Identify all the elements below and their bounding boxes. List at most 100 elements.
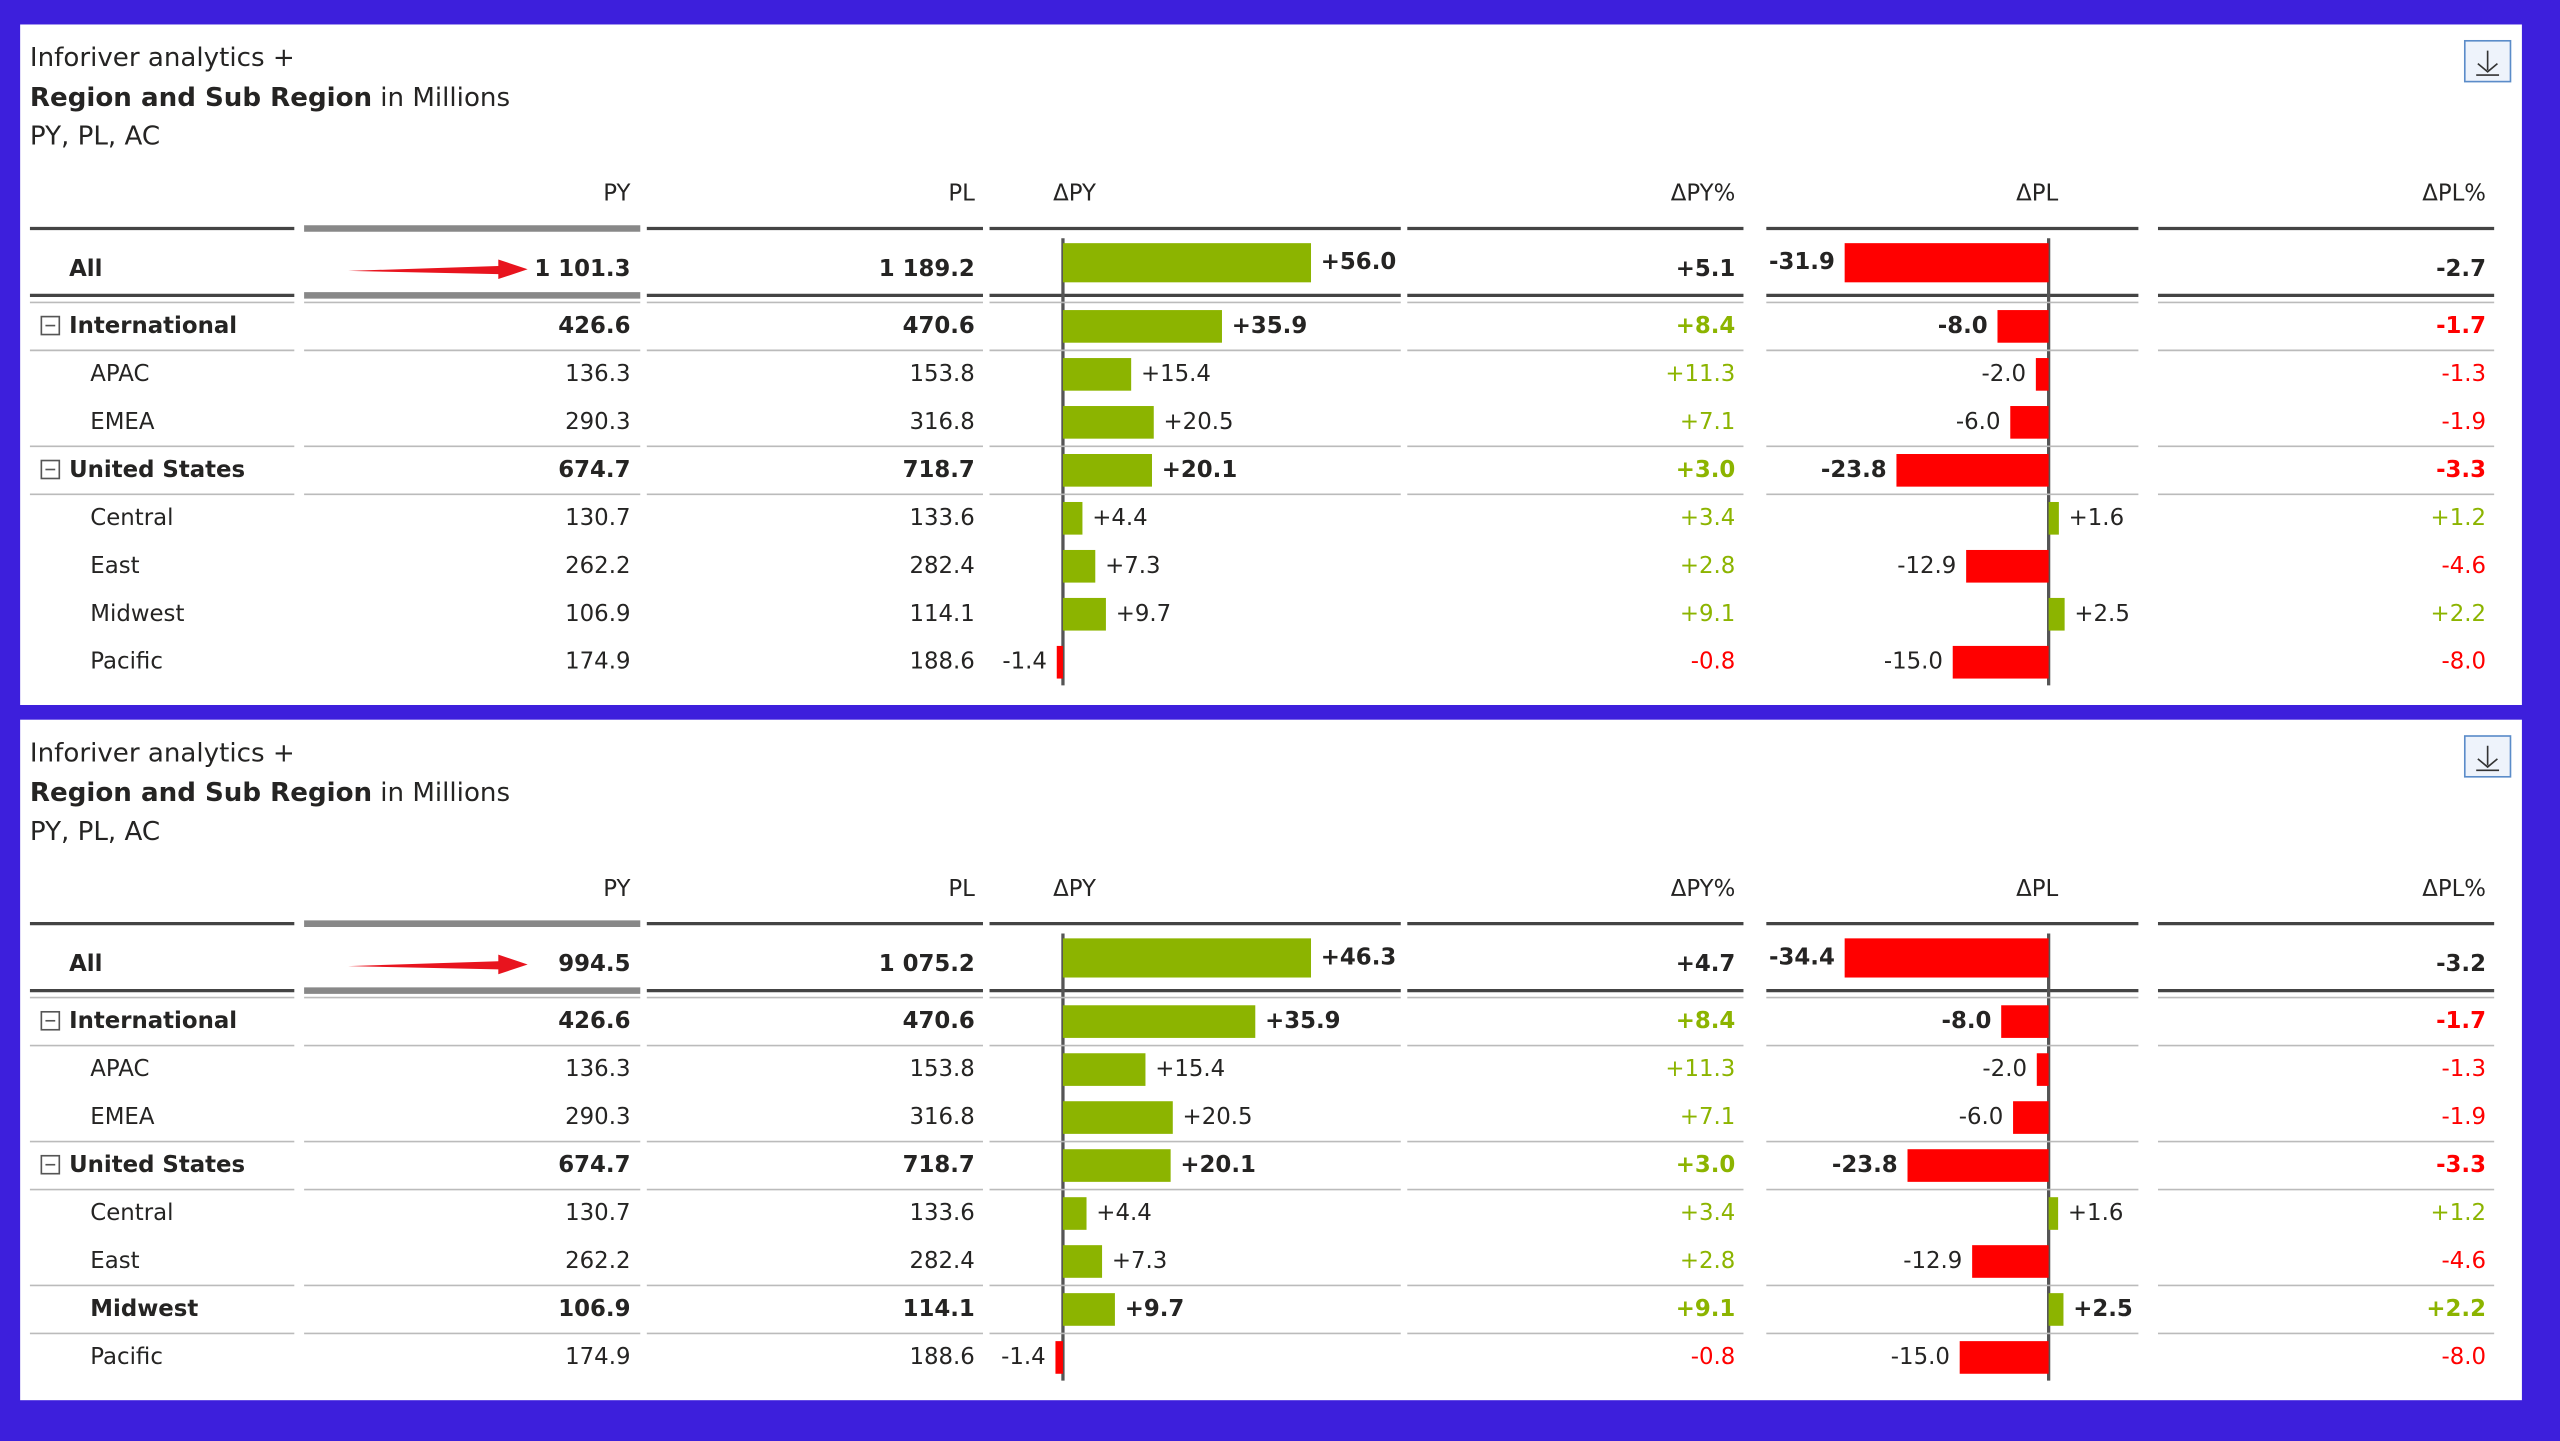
row-name: All: [69, 951, 102, 977]
collapse-icon[interactable]: [40, 315, 61, 336]
delta-pl-bar: [2010, 406, 2049, 439]
delta-pl-bar: [1997, 310, 2049, 343]
delta-pl-label: -15.0: [1891, 1344, 1950, 1370]
delta-py-label: +7.3: [1105, 553, 1160, 579]
delta-py-bar: [1062, 1293, 1115, 1326]
delta-py-bar: [1062, 1101, 1173, 1134]
title-rest: in Millions: [380, 778, 510, 808]
delta-pl-label: -34.4: [1769, 944, 1835, 970]
row-name: Central: [90, 505, 173, 531]
delta-py-bar: [1062, 1197, 1087, 1230]
delta-py-label: +35.9: [1232, 313, 1307, 339]
delta-pl-label: -2.0: [1982, 1056, 2027, 1082]
visual-panel: [20, 719, 2522, 1401]
delta-py-pct: +3.4: [1680, 1200, 1735, 1226]
pl-value: 153.8: [909, 361, 974, 387]
app-name: Inforiver analytics +: [30, 43, 295, 73]
delta-pl-bar: [2001, 1005, 2049, 1038]
delta-py-pct: +2.8: [1680, 553, 1735, 579]
delta-pl-pct: -4.6: [2441, 553, 2486, 579]
subtitle: PY, PL, AC: [30, 817, 160, 847]
delta-pl-bar: [2048, 1293, 2064, 1326]
delta-pl-bar: [2036, 1053, 2049, 1086]
delta-pl-label: -6.0: [1959, 1104, 2004, 1130]
delta-py-bar: [1062, 1005, 1256, 1038]
row-name: Pacific: [90, 649, 163, 675]
py-value: 262.2: [565, 1248, 630, 1274]
delta-py-label: +15.4: [1155, 1056, 1225, 1082]
delta-py-pct: +2.8: [1680, 1248, 1735, 1274]
delta-py-bar: [1062, 1245, 1103, 1278]
visual: Inforiver analytics + Region and Sub Regi…: [20, 719, 2522, 1401]
highlight-arrow: [348, 954, 528, 975]
collapse-icon[interactable]: [40, 459, 61, 480]
subtitle: PY, PL, AC: [30, 122, 160, 152]
delta-py-bar: [1062, 597, 1106, 631]
delta-pl-bar: [1844, 243, 2049, 283]
delta-py-pct: +3.4: [1680, 505, 1735, 531]
delta-pl-bar: [1952, 645, 2049, 679]
delta-py-bar: [1062, 1053, 1146, 1086]
delta-pl-bar: [2035, 358, 2049, 391]
delta-pl-bar: [2048, 501, 2059, 535]
delta-pl-label: -23.8: [1832, 1152, 1898, 1178]
delta-pl-bar: [1972, 1245, 2049, 1278]
delta-pl-label: -8.0: [1941, 1008, 1991, 1034]
pl-value: 316.8: [909, 1104, 974, 1130]
py-value: 262.2: [565, 553, 630, 579]
pl-value: 1 189.2: [879, 256, 975, 282]
delta-pl-bar: [1959, 1341, 2049, 1374]
column-header: ΔPL: [2016, 181, 2058, 207]
row-name: International: [69, 1008, 237, 1034]
delta-py-label: +15.4: [1141, 361, 1211, 387]
delta-py-label: +35.9: [1265, 1008, 1340, 1034]
pl-value: 718.7: [903, 1152, 975, 1178]
row-name: EMEA: [90, 409, 155, 435]
row-name: EMEA: [90, 1104, 155, 1130]
delta-py-pct: +3.0: [1676, 1152, 1736, 1178]
pl-value: 316.8: [909, 409, 974, 435]
collapse-icon[interactable]: [40, 1010, 61, 1031]
py-value: 674.7: [558, 1152, 630, 1178]
delta-pl-pct: +1.2: [2431, 505, 2486, 531]
pl-value: 470.6: [903, 1008, 975, 1034]
column-header: ΔPY%: [1671, 876, 1736, 902]
column-header: ΔPL: [2016, 876, 2058, 902]
delta-pl-label: -15.0: [1884, 649, 1943, 675]
collapse-icon[interactable]: [40, 1154, 61, 1175]
delta-pl-bar: [1844, 938, 2049, 978]
delta-pl-pct: -8.0: [2441, 649, 2486, 675]
toolbar-icon: [2476, 745, 2500, 772]
delta-py-pct: +7.1: [1680, 409, 1735, 435]
pl-value: 470.6: [903, 313, 975, 339]
delta-py-pct: +8.4: [1676, 1008, 1736, 1034]
delta-py-bar: [1062, 938, 1312, 978]
delta-pl-label: +2.5: [2074, 601, 2129, 627]
py-value: 136.3: [565, 1056, 630, 1082]
app-name: Inforiver analytics +: [30, 738, 295, 768]
py-value: 136.3: [565, 361, 630, 387]
py-value: 426.6: [558, 1008, 630, 1034]
delta-py-bar: [1062, 501, 1083, 535]
delta-py-pct: +11.3: [1665, 361, 1735, 387]
py-value: 130.7: [565, 505, 630, 531]
pl-value: 114.1: [903, 1296, 975, 1322]
pl-value: 133.6: [909, 505, 974, 531]
delta-pl-pct: +2.2: [2431, 601, 2486, 627]
delta-pl-bar: [1907, 1149, 2049, 1182]
delta-py-bar: [1062, 310, 1222, 343]
delta-pl-label: -6.0: [1956, 409, 2001, 435]
row-name: United States: [69, 457, 245, 483]
pl-value: 718.7: [903, 457, 975, 483]
delta-pl-label: -8.0: [1938, 313, 1988, 339]
delta-py-label: +9.7: [1116, 601, 1171, 627]
delta-py-label: +4.4: [1092, 505, 1147, 531]
pl-value: 282.4: [909, 1248, 974, 1274]
delta-py-label: +46.3: [1321, 944, 1396, 970]
delta-pl-bar: [2013, 1101, 2049, 1134]
visual-title: Region and Sub Region in Millions: [30, 778, 510, 808]
row-name: East: [90, 553, 139, 579]
delta-py-bar: [1062, 1149, 1171, 1182]
